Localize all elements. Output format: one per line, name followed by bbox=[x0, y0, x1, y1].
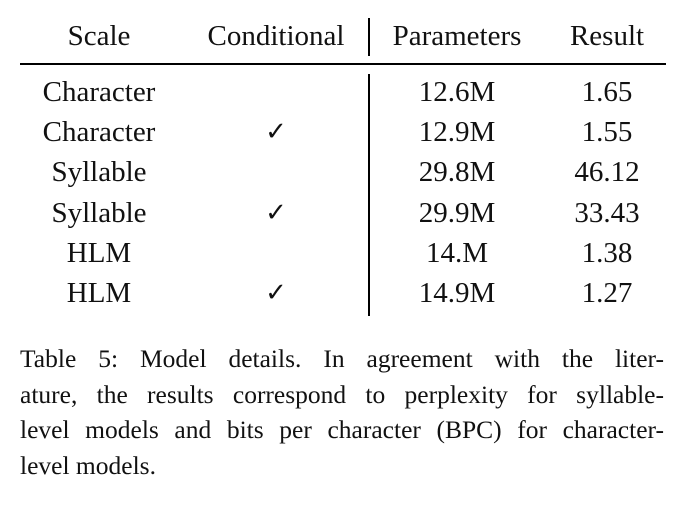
model-details-table: Scale Conditional Parameters Result Char… bbox=[20, 0, 666, 330]
cell-result: 1.27 bbox=[581, 277, 633, 309]
header-scale: Scale bbox=[67, 20, 131, 52]
body-column-divider bbox=[368, 74, 370, 316]
header-rule bbox=[20, 63, 666, 65]
checkmark-icon: ✓ bbox=[265, 197, 287, 228]
header-parameters: Parameters bbox=[392, 20, 522, 52]
cell-result: 33.43 bbox=[574, 196, 640, 229]
cell-scale: Syllable bbox=[51, 156, 147, 189]
cell-scale: HLM bbox=[66, 277, 132, 309]
cell-parameters: 29.9M bbox=[418, 196, 496, 229]
cell-parameters: 12.6M bbox=[418, 76, 496, 108]
cell-result: 46.12 bbox=[574, 156, 640, 189]
cell-parameters: 14.M bbox=[425, 236, 489, 269]
cell-conditional bbox=[196, 233, 356, 273]
header-result: Result bbox=[569, 20, 645, 52]
cell-conditional bbox=[196, 152, 356, 192]
cell-scale: Character bbox=[42, 76, 156, 108]
header-column-divider bbox=[368, 18, 370, 56]
caption-line: level models and bits per character (BPC… bbox=[20, 415, 664, 444]
cell-scale: Character bbox=[42, 116, 156, 149]
cell-result: 1.38 bbox=[581, 236, 633, 269]
cell-scale: HLM bbox=[66, 236, 132, 269]
checkmark-icon: ✓ bbox=[265, 117, 287, 148]
caption-line: ature, the results correspond to perplex… bbox=[20, 379, 664, 409]
cell-result: 1.65 bbox=[581, 76, 633, 108]
cell-parameters: 12.9M bbox=[418, 116, 496, 149]
header-conditional: Conditional bbox=[207, 20, 345, 52]
cell-conditional bbox=[196, 72, 356, 112]
cell-parameters: 29.8M bbox=[418, 156, 496, 189]
cell-parameters: 14.9M bbox=[418, 277, 496, 309]
caption-line: level models. bbox=[20, 450, 156, 480]
table-caption: Table 5: Model details. In agreement wit… bbox=[20, 341, 664, 483]
checkmark-icon: ✓ bbox=[265, 278, 287, 308]
cell-scale: Syllable bbox=[51, 196, 147, 229]
cell-result: 1.55 bbox=[581, 116, 633, 149]
caption-line: Table 5: Model details. In agreement wit… bbox=[20, 344, 664, 373]
